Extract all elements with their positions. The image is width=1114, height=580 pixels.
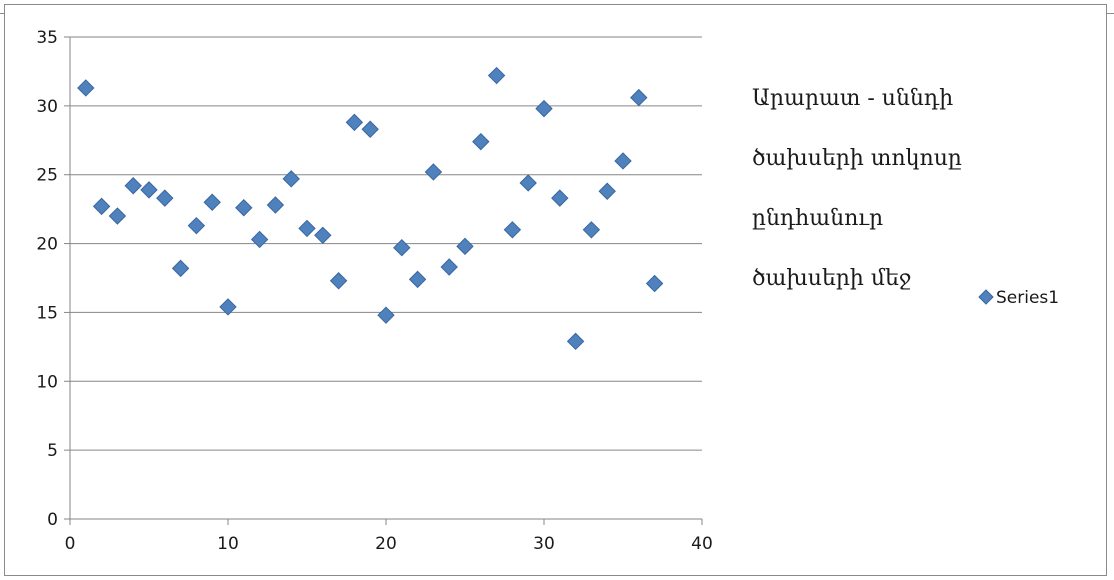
data-point <box>171 259 190 278</box>
data-point <box>250 230 269 249</box>
x-tick-label: 10 <box>217 534 239 554</box>
y-tick-label: 10 <box>36 372 58 392</box>
data-point <box>298 219 316 238</box>
y-tick-label: 15 <box>36 303 58 323</box>
legend: Series1 <box>978 288 1059 308</box>
chart-title-line: Արարատ - սննդի <box>752 86 954 111</box>
data-point <box>408 270 427 289</box>
grid-lines <box>70 36 702 451</box>
data-point <box>598 182 616 200</box>
data-point <box>266 196 285 214</box>
data-point <box>314 226 332 245</box>
chart-title-line: ընդհանուր <box>752 206 884 231</box>
x-tick-label: 0 <box>65 534 76 554</box>
data-point <box>456 237 474 256</box>
axes <box>64 36 703 525</box>
chart-frame <box>4 4 1107 576</box>
chart-title-line: ծախսերի մեջ <box>752 266 912 291</box>
data-point <box>187 216 206 235</box>
legend-marker-series1 <box>978 289 994 305</box>
data-point <box>361 120 379 138</box>
chart-title-line: ծախսերի տոկոսը <box>752 146 962 171</box>
data-point <box>329 272 348 290</box>
x-tick-label: 40 <box>691 534 713 554</box>
chart-title: Արարատ - սննդի ծախսերի տոկոսը ընդհանուր … <box>752 54 1052 324</box>
data-point <box>124 177 142 195</box>
data-point <box>345 113 364 132</box>
y-tick-label: 20 <box>36 235 58 255</box>
data-point <box>77 79 95 97</box>
data-point <box>377 306 395 324</box>
y-tick-label: 0 <box>47 510 58 530</box>
data-point <box>92 197 111 216</box>
data-points <box>77 66 664 351</box>
data-point <box>614 152 632 170</box>
data-point <box>487 66 506 85</box>
data-point <box>566 332 585 351</box>
y-tick-label: 25 <box>36 166 58 186</box>
y-tick-label: 30 <box>36 97 58 117</box>
data-point <box>393 238 411 257</box>
x-tick-label: 30 <box>533 534 555 554</box>
data-point <box>645 274 664 293</box>
x-tick-label: 20 <box>375 534 397 554</box>
data-point <box>282 170 300 188</box>
data-point <box>235 199 253 217</box>
y-tick-label: 35 <box>36 28 58 48</box>
data-point <box>535 99 553 118</box>
data-point <box>108 207 127 225</box>
data-point <box>424 163 443 181</box>
legend-label-series1: Series1 <box>996 288 1059 308</box>
tick-labels: 0 5 10 15 20 25 30 35 0 10 20 30 40 <box>36 28 712 554</box>
data-point <box>140 181 158 199</box>
data-point <box>440 258 458 276</box>
data-point <box>519 174 537 192</box>
data-point <box>472 132 490 151</box>
data-point <box>551 189 569 207</box>
data-point <box>203 193 221 211</box>
data-point <box>219 298 237 316</box>
data-point <box>630 88 648 107</box>
data-point <box>582 221 601 239</box>
data-point <box>503 221 522 239</box>
data-point <box>156 189 174 207</box>
y-tick-label: 5 <box>47 441 58 461</box>
